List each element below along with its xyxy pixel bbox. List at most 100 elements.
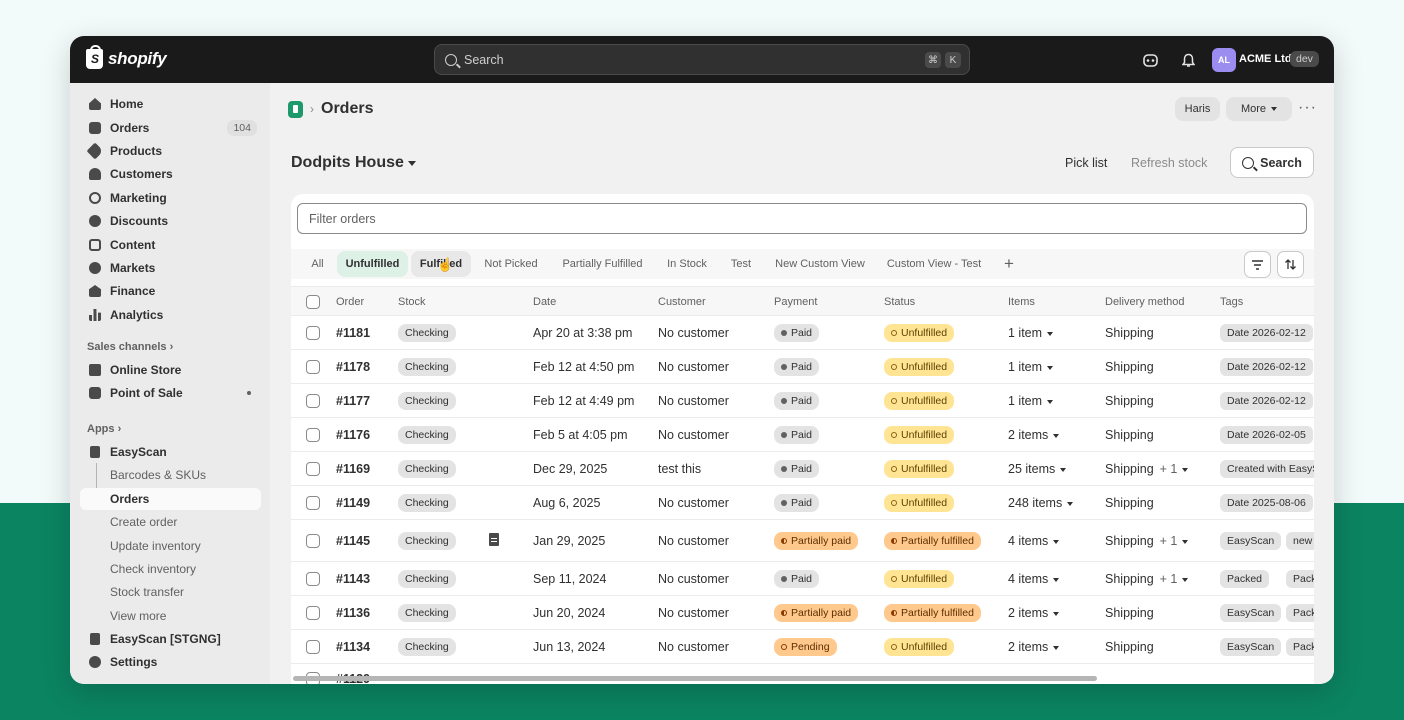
column-header-order[interactable]: Order [336,296,365,308]
sort-icon[interactable] [1277,251,1304,278]
extra-methods-count[interactable]: + 1 [1159,534,1178,548]
row-checkbox[interactable] [306,394,320,408]
location-selector[interactable]: Dodpits House [291,154,416,172]
items-dropdown[interactable]: 25 items [1008,462,1067,476]
row-checkbox[interactable] [306,496,320,510]
sidekick-icon[interactable] [1142,52,1158,68]
order-number-link[interactable]: #1149 [336,496,371,510]
items-dropdown[interactable]: 248 items [1008,496,1074,510]
table-row[interactable]: #1181 Checking Apr 20 at 3:38 pm No custome… [291,316,1314,350]
column-header-delivery[interactable]: Delivery method [1105,296,1185,308]
order-number-link[interactable]: #1177 [336,394,371,408]
order-number-link[interactable]: #1178 [336,360,371,374]
sidebar-item-products[interactable]: Products [80,140,261,162]
items-dropdown[interactable]: 2 items [1008,428,1060,442]
row-checkbox[interactable] [306,462,320,476]
tab-test[interactable]: Test [730,258,752,270]
row-checkbox[interactable] [306,360,320,374]
sidebar-item-settings[interactable]: Settings [80,651,261,673]
order-number-link[interactable]: #1136 [336,606,371,620]
sidebar-item-analytics[interactable]: Analytics [80,304,261,326]
column-header-stock[interactable]: Stock [398,296,426,308]
tab-in-stock[interactable]: In Stock [667,258,707,270]
search-button[interactable]: Search [1230,147,1314,178]
tab-all[interactable]: All [311,258,324,270]
sidebar-item-orders[interactable]: Orders 104 [80,117,261,139]
sidebar-item-check-inventory[interactable]: Check inventory [80,558,261,580]
items-dropdown[interactable]: 1 item [1008,394,1054,408]
sidebar-item-stock-transfer[interactable]: Stock transfer [80,581,261,603]
pick-list-button[interactable]: Pick list [1065,156,1108,170]
items-dropdown[interactable]: 1 item [1008,360,1054,374]
tab-custom-view-test[interactable]: Custom View - Test [886,258,982,270]
tab-not-picked[interactable]: Not Picked [484,258,538,270]
sidebar-item-easyscan-stg[interactable]: EasyScan [STGNG] [80,628,261,650]
apps-heading[interactable]: Apps › [87,423,121,435]
document-icon[interactable] [489,533,499,546]
sidebar-item-create-order[interactable]: Create order [80,511,261,533]
sidebar-item-easyscan[interactable]: EasyScan [80,441,261,463]
sidebar-item-view-more[interactable]: View more [80,605,261,627]
sidebar-item-discounts[interactable]: Discounts [80,210,261,232]
filter-orders-input[interactable]: Filter orders [297,203,1307,234]
caret-down-icon[interactable] [1182,467,1189,472]
sidebar-item-online-store[interactable]: Online Store [80,359,261,381]
bell-icon[interactable] [1180,52,1196,68]
row-checkbox[interactable] [306,428,320,442]
caret-down-icon[interactable] [1182,539,1189,544]
table-row[interactable]: #1129 [291,664,1314,684]
store-avatar[interactable]: AL [1212,48,1236,72]
extra-methods-count[interactable]: + 1 [1159,572,1178,586]
add-view-icon[interactable]: + [1004,254,1014,273]
items-dropdown[interactable]: 2 items [1008,640,1060,654]
table-row[interactable]: #1177 Checking Feb 12 at 4:49 pm No custome… [291,384,1314,418]
tab-unfulfilled[interactable]: Unfulfilled [337,251,408,277]
extra-methods-count[interactable]: + 1 [1159,462,1178,476]
shopify-logo[interactable]: S shopify [86,45,167,69]
table-row[interactable]: #1149 Checking Aug 6, 2025 No customer Paid U… [291,486,1314,520]
sidebar-item-markets[interactable]: Markets [80,257,261,279]
sidebar-item-app-orders[interactable]: Orders [80,488,261,510]
user-button[interactable]: Haris [1175,97,1220,121]
select-all-checkbox[interactable] [306,295,320,309]
sidebar-item-update-inventory[interactable]: Update inventory [80,535,261,557]
column-header-tags[interactable]: Tags [1220,296,1244,308]
column-header-items[interactable]: Items [1008,296,1035,308]
sidebar-item-finance[interactable]: Finance [80,280,261,302]
items-dropdown[interactable]: 4 items [1008,534,1060,548]
sidebar-item-barcodes[interactable]: Barcodes & SKUs [80,464,261,486]
column-header-payment[interactable]: Payment [774,296,818,308]
table-row[interactable]: #1134 Checking Jun 13, 2024 No customer Pend… [291,630,1314,664]
refresh-stock-button[interactable]: Refresh stock [1131,156,1208,170]
more-button[interactable]: More [1226,97,1292,121]
order-number-link[interactable]: #1134 [336,640,371,654]
row-checkbox[interactable] [306,326,320,340]
row-checkbox[interactable] [306,606,320,620]
table-row[interactable]: #1169 Checking Dec 29, 2025 test this Paid Un… [291,452,1314,486]
order-number-link[interactable]: #1176 [336,428,371,442]
table-row[interactable]: #1136 Checking Jun 20, 2024 No customer Part… [291,596,1314,630]
tab-partially-fulfilled[interactable]: Partially Fulfilled [562,258,643,270]
items-dropdown[interactable]: 2 items [1008,606,1060,620]
row-checkbox[interactable] [306,640,320,654]
column-header-customer[interactable]: Customer [658,296,706,308]
table-row[interactable]: #1178 Checking Feb 12 at 4:50 pm No custome… [291,350,1314,384]
items-dropdown[interactable]: 1 item [1008,326,1054,340]
caret-down-icon[interactable] [1182,577,1189,582]
more-actions-icon[interactable]: ··· [1298,99,1317,116]
sidebar-item-customers[interactable]: Customers [80,163,261,185]
filter-icon[interactable] [1244,251,1271,278]
column-header-status[interactable]: Status [884,296,916,308]
tab-new-custom-view[interactable]: New Custom View [775,258,865,270]
row-checkbox[interactable] [306,572,320,586]
easyscan-app-icon[interactable] [288,100,303,118]
row-checkbox[interactable] [306,534,320,548]
global-search-input[interactable]: Search ⌘ K [434,44,970,75]
order-number-link[interactable]: #1169 [336,462,371,476]
order-number-link[interactable]: #1145 [336,534,371,548]
column-header-date[interactable]: Date [533,296,557,308]
sales-channels-heading[interactable]: Sales channels › [87,341,173,353]
table-row[interactable]: #1143 Checking Sep 11, 2024 No customer Paid… [291,562,1314,596]
sidebar-item-home[interactable]: Home [80,93,261,115]
tab-fulfilled[interactable]: Fulfilled [411,251,471,277]
